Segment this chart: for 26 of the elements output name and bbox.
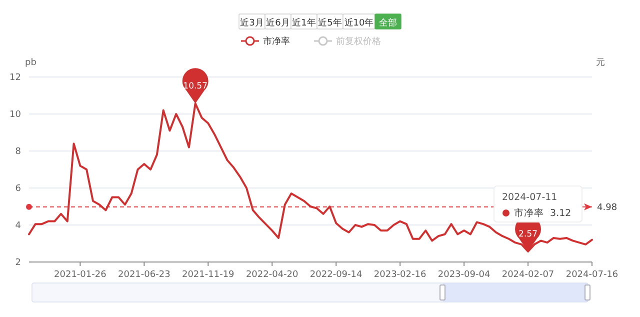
annotation: 10.57 [183,81,208,92]
legend-label: 前复权价格 [336,36,381,47]
x-tick-label: 2023-02-16 [374,270,426,280]
y-tick-label: 2 [15,258,21,268]
x-tick-label: 2022-09-14 [310,270,363,280]
range-buttons: 近3月 近6月 近1年 近5年 近10年 全部 [238,14,402,30]
y-tick-label: 4 [15,221,22,232]
x-tick-label: 2022-04-20 [246,270,299,280]
x-tick-label: 2023-09-04 [438,270,490,280]
y-tick-label: 10 [10,110,22,120]
annotation: 市净率 3.12 [514,207,572,219]
x-tick-label: 2021-01-26 [54,270,107,280]
y-axis-title: pb [25,58,37,68]
x-tick-label: 2024-02-07 [502,270,554,280]
annotation: 2024-07-11 [502,192,558,203]
y-tick-label: 6 [15,184,22,194]
ref-line-label: 4.98 [597,203,618,214]
y-tick-label: 12 [10,73,21,84]
line-series [28,102,593,252]
annotation: 2.57 [518,229,538,240]
x-tick-label: 2021-11-19 [182,270,235,280]
x-tick-label: 2021-06-23 [118,270,170,280]
y-tick-label: 8 [15,147,22,158]
x-tick-label: 2024-07-16 [566,270,618,280]
y2-axis-title: 元 [596,57,605,68]
legend-label: 市净率 [263,36,290,47]
